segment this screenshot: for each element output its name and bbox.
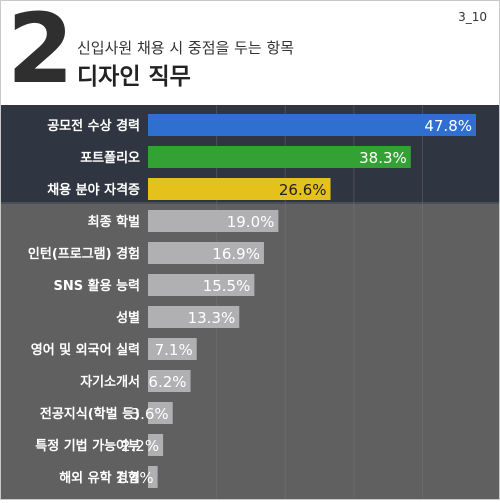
value-label: 7.1% xyxy=(155,341,193,359)
value-label: 38.3% xyxy=(359,149,407,167)
category-label: 특정 기법 가능여부 xyxy=(35,438,140,454)
bar-chart-svg: 공모전 수상 경력 47.8% 포트폴리오 38.3% 채용 분야 자격증 26.6% 최종… xyxy=(1,105,499,499)
header: 3_10 2 신입사원 채용 시 중점을 두는 항목 디자인 직무 xyxy=(1,0,499,105)
bar xyxy=(148,114,476,136)
category-label: 인턴(프로그램) 경험 xyxy=(28,246,140,262)
value-label: 47.8% xyxy=(424,117,472,135)
value-label: 13.3% xyxy=(188,309,236,327)
category-label: 자기소개서 xyxy=(80,375,140,390)
section-number: 2 xyxy=(7,0,74,105)
bar xyxy=(148,466,158,488)
chart-title: 디자인 직무 xyxy=(77,64,191,90)
category-label: SNS 활용 능력 xyxy=(54,278,141,294)
value-label: 3.6% xyxy=(131,405,169,423)
category-label: 해외 유학 경험 xyxy=(59,470,140,486)
category-label: 영어 및 외국어 실력 xyxy=(31,342,140,358)
chart-subtitle: 신입사원 채용 시 중점을 두는 항목 xyxy=(77,39,295,57)
bar xyxy=(148,306,240,328)
category-label: 전공지식(학벌 등) xyxy=(40,406,140,422)
bar xyxy=(148,370,191,392)
category-label: 포트폴리오 xyxy=(80,150,140,166)
category-label: 성별 xyxy=(116,310,140,326)
category-label: 공모전 수상 경력 xyxy=(47,118,140,134)
category-label: 최종 학벌 xyxy=(88,214,140,230)
value-label: 15.5% xyxy=(203,277,251,295)
bar xyxy=(148,242,264,264)
bar xyxy=(148,210,279,232)
panel-divider xyxy=(1,202,499,204)
bar xyxy=(148,338,197,360)
bar xyxy=(148,146,411,168)
bar xyxy=(148,178,331,200)
bar xyxy=(148,402,173,424)
value-label: 1.4% xyxy=(115,469,153,487)
category-label: 채용 분야 자격증 xyxy=(47,182,140,198)
value-label: 6.2% xyxy=(148,373,186,391)
bar-chart: 공모전 수상 경력 47.8% 포트폴리오 38.3% 채용 분야 자격증 26.6% 최종… xyxy=(1,105,499,499)
bar xyxy=(148,274,255,296)
bar xyxy=(148,434,164,456)
value-label: 16.9% xyxy=(212,245,260,263)
value-label: 19.0% xyxy=(227,213,275,231)
value-label: 26.6% xyxy=(279,181,327,199)
value-label: 2.2% xyxy=(121,437,159,455)
page-id: 3_10 xyxy=(458,10,487,24)
